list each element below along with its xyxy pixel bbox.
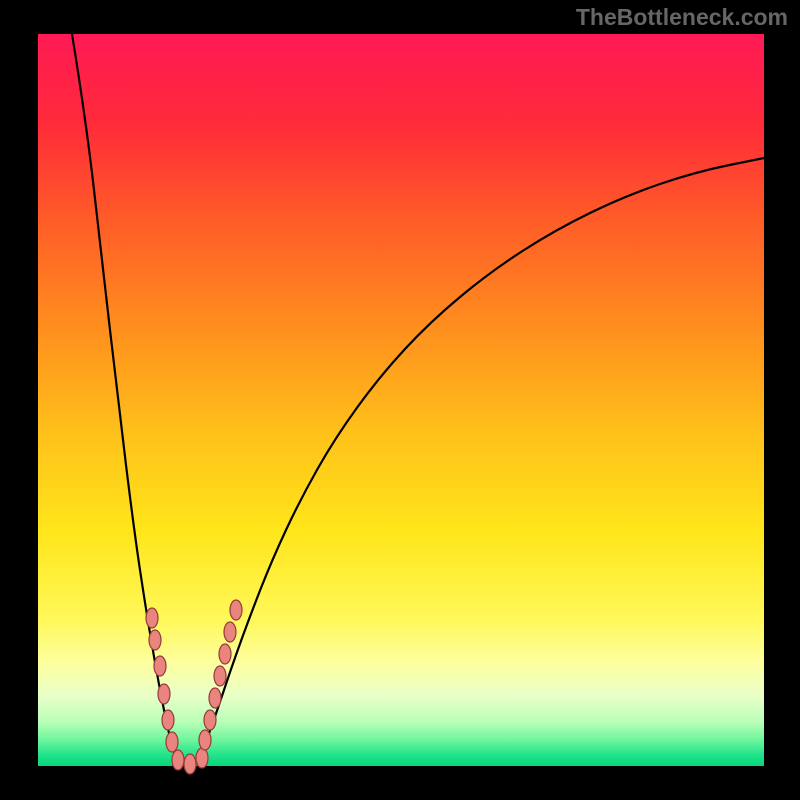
plot-area xyxy=(38,34,764,766)
data-marker xyxy=(166,732,178,752)
data-marker xyxy=(172,750,184,770)
data-marker xyxy=(154,656,166,676)
data-marker xyxy=(146,608,158,628)
data-marker xyxy=(214,666,226,686)
data-marker xyxy=(204,710,216,730)
data-marker xyxy=(199,730,211,750)
data-marker xyxy=(162,710,174,730)
data-marker xyxy=(158,684,170,704)
chart-container: TheBottleneck.com xyxy=(0,0,800,800)
data-marker xyxy=(209,688,221,708)
data-marker xyxy=(230,600,242,620)
watermark-text: TheBottleneck.com xyxy=(576,4,788,31)
chart-svg xyxy=(0,0,800,800)
data-marker xyxy=(149,630,161,650)
data-marker xyxy=(219,644,231,664)
data-marker xyxy=(224,622,236,642)
data-marker xyxy=(196,748,208,768)
data-marker xyxy=(184,754,196,774)
